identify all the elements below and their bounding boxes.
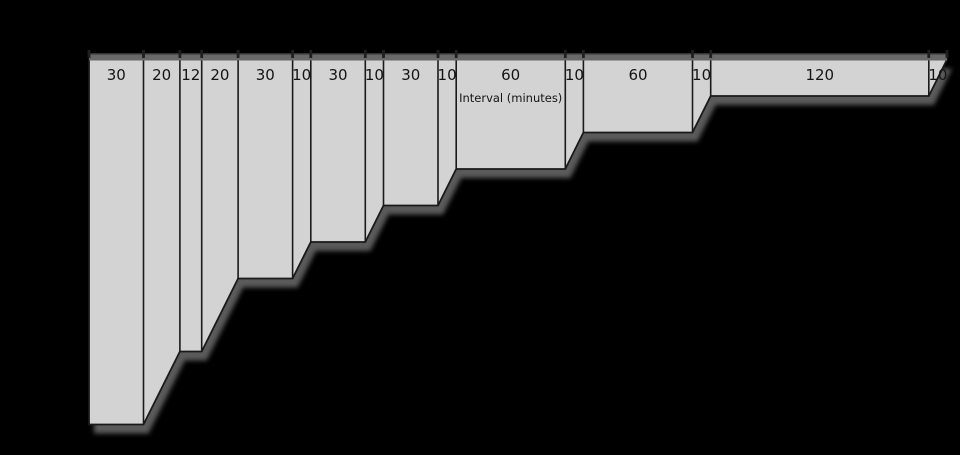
profile-area <box>88 58 949 426</box>
interval-label: 12 <box>181 66 200 84</box>
boundary-tick <box>363 50 367 58</box>
interval-label: 10 <box>928 66 947 84</box>
boundary-tick <box>236 50 240 58</box>
interval-label: 20 <box>210 66 229 84</box>
interval-label: 20 <box>152 66 171 84</box>
boundary-tick <box>309 50 313 58</box>
boundary-tick <box>436 50 440 58</box>
interval-label: 10 <box>292 66 311 84</box>
boundary-tick <box>945 50 949 58</box>
boundary-tick <box>709 50 713 58</box>
boundary-tick <box>454 50 458 58</box>
interval-label: 10 <box>692 66 711 84</box>
boundary-tick <box>142 50 145 58</box>
boundary-tick <box>691 50 694 58</box>
boundary-tick <box>87 50 91 58</box>
boundary-tick <box>178 50 182 58</box>
interval-label: 30 <box>401 66 420 84</box>
boundary-tick <box>582 50 585 58</box>
boundary-tick <box>382 50 385 58</box>
boundary-tick <box>563 50 567 58</box>
boundary-tick <box>291 50 294 58</box>
interval-label: 10 <box>438 66 457 84</box>
interval-label: 120 <box>805 66 834 84</box>
interval-label: 60 <box>501 66 520 84</box>
x-axis-label: Interval (minutes) <box>459 91 562 105</box>
boundary-tick <box>927 50 931 58</box>
interval-label: 30 <box>107 66 126 84</box>
interval-label: 60 <box>628 66 647 84</box>
interval-label: 30 <box>328 66 347 84</box>
surface-band <box>89 53 947 61</box>
interval-label: 30 <box>256 66 275 84</box>
boundary-tick <box>200 50 204 58</box>
interval-label: 10 <box>365 66 384 84</box>
interval-label: 10 <box>565 66 584 84</box>
